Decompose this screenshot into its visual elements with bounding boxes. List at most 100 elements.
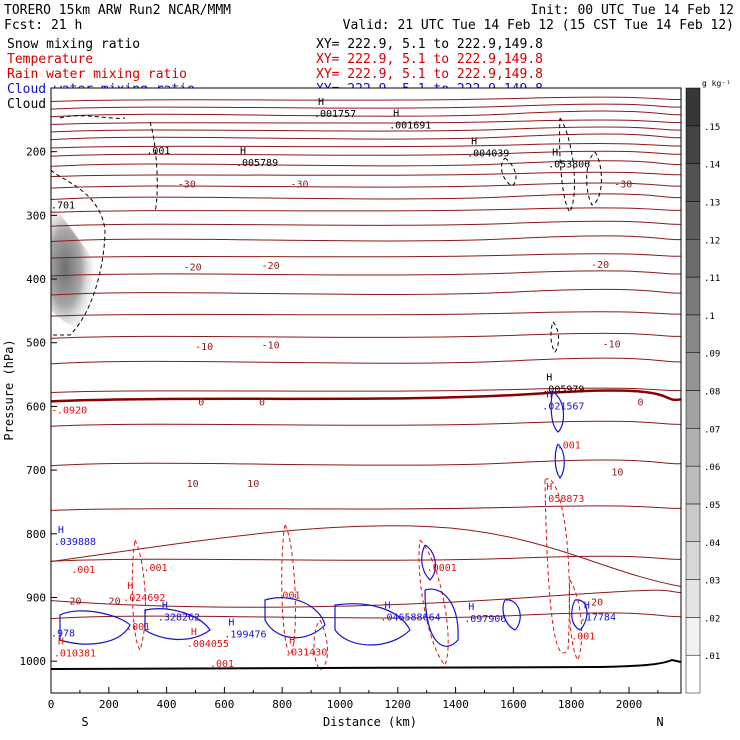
mixing-ratio-contour [281, 524, 296, 656]
maximum-value: .17784 [580, 612, 616, 623]
colorbar-swatch [685, 314, 701, 353]
mixing-ratio-contour [550, 321, 559, 353]
maximum-value: .001757 [314, 109, 356, 120]
forecast-hour: Fcst: 21 h [4, 18, 82, 33]
isotherm-line [50, 171, 682, 178]
maximum-value: .053806 [548, 160, 590, 171]
colorbar-label: .1 [704, 312, 715, 322]
mixing-ratio-contour [554, 443, 565, 480]
maximum-marker: H [240, 146, 246, 157]
x-tick-label: 1200 [385, 698, 412, 711]
colorbar-swatch [685, 579, 701, 618]
isotherm-label: -30 [291, 180, 309, 191]
contour-value-label: .001 [571, 632, 595, 643]
maximum-marker: H [546, 390, 552, 401]
isotherm-line [50, 612, 682, 620]
terrain-surface [50, 658, 682, 670]
colorbar-swatch [685, 503, 701, 542]
contour-value-label: .001 [71, 565, 95, 576]
maximum-marker: H [228, 618, 234, 629]
x-tick-label: 1000 [327, 698, 354, 711]
maximum-marker: H [127, 581, 133, 592]
y-tick-label: 500 [26, 337, 46, 350]
y-tick-label: 900 [26, 591, 46, 604]
maximum-marker: H [471, 137, 477, 148]
isotherm-line [50, 420, 682, 427]
y-tick-label: 600 [26, 400, 46, 413]
maximum-value: .021567 [542, 402, 584, 413]
legend-field-name: Rain water mixing ratio [7, 67, 187, 82]
mixing-ratio-contour [424, 588, 459, 647]
isotherm-line [50, 311, 682, 317]
isotherm-line [50, 133, 682, 141]
isotherm-line [50, 253, 682, 259]
isotherm-line [50, 235, 682, 243]
maximum-marker: H [584, 600, 590, 611]
mixing-ratio-contour [149, 121, 158, 213]
isotherm-line [50, 143, 682, 149]
maximum-marker: H [552, 148, 558, 159]
colorbar-swatch [685, 352, 701, 391]
maximum-value: .010381 [54, 649, 96, 660]
contour-value-label: .001 [210, 659, 234, 670]
maximum-value: .058873 [542, 494, 584, 505]
mixing-ratio-contour [131, 539, 146, 652]
maximum-value: .004039 [467, 149, 509, 160]
mixing-ratio-contour [50, 169, 106, 336]
contour-value-label: .001 [557, 441, 581, 452]
mixing-ratio-contour [502, 599, 521, 631]
isotherm-label: 0 [638, 397, 644, 408]
mixing-ratio-contour [501, 157, 517, 187]
x-end-label: N [656, 715, 663, 729]
x-start-label: S [81, 715, 88, 729]
isotherm-line [50, 459, 682, 467]
maximum-value: .039888 [54, 537, 96, 548]
colorbar-swatch [685, 654, 701, 694]
colorbar-label: .06 [704, 463, 720, 473]
isotherm-line [50, 332, 682, 339]
mixing-ratio-contour [418, 539, 449, 666]
contour-labels: -30 -30 -30 -20 -20 -20 -10 -10 -10 0 0 0 10 10 10 20 20… [51, 97, 644, 670]
snow-shading [51, 205, 107, 332]
mixing-ratio-contour [559, 117, 575, 213]
colorbar-unit: g kg⁻¹ [702, 79, 731, 88]
isotherm-label: 20 [109, 597, 121, 608]
isotherm-label: 20 [70, 597, 82, 608]
plot-frame [50, 87, 682, 694]
init-time: Init: 00 UTC Tue 14 Feb 12 [531, 3, 735, 18]
y-tick-label: 700 [26, 464, 46, 477]
isotherm-label: 10 [187, 479, 199, 490]
contour-value-label: .701 [51, 201, 75, 212]
model-title: TORERO 15km ARW Run2 NCAR/MMM [4, 3, 231, 18]
isotherm-label: -30 [178, 180, 196, 191]
y-tick-label: 300 [26, 209, 46, 222]
isotherm-line [50, 193, 682, 201]
maximum-value: .001691 [389, 121, 431, 132]
valid-time: Valid: 21 UTC Tue 14 Feb 12 (15 CST Tue … [343, 18, 734, 33]
isotherm-line [50, 357, 682, 365]
colorbar-swatch [685, 541, 701, 580]
colorbar-swatch [685, 163, 701, 202]
isotherm-label: 10 [611, 467, 623, 478]
maximum-value: .004055 [187, 639, 229, 650]
x-tick-label: 1800 [558, 698, 585, 711]
temperature-contours [50, 96, 682, 620]
colorbar-label: .07 [704, 425, 720, 435]
mixing-ratio-contour [586, 151, 602, 206]
isotherm-line [50, 220, 682, 227]
x-tick-label: 400 [157, 698, 177, 711]
y-tick-label: 1000 [20, 655, 47, 668]
isotherm-line [50, 96, 682, 102]
y-tick-label: 800 [26, 528, 46, 541]
legend-xy-range: XY= 222.9, 5.1 to 222.9,149.8 [316, 52, 543, 67]
maximum-value: .328262 [158, 612, 200, 623]
mixing-ratio-contour [144, 608, 211, 641]
colorbar-swatch [685, 239, 701, 278]
legend-xy-range: XY= 222.9, 5.1 to 222.9,149.8 [316, 37, 543, 52]
maximum-value: .031430 [285, 647, 327, 658]
x-tick-label: 2000 [616, 698, 643, 711]
y-tick-label: 400 [26, 273, 46, 286]
isotherm-line [50, 589, 682, 608]
